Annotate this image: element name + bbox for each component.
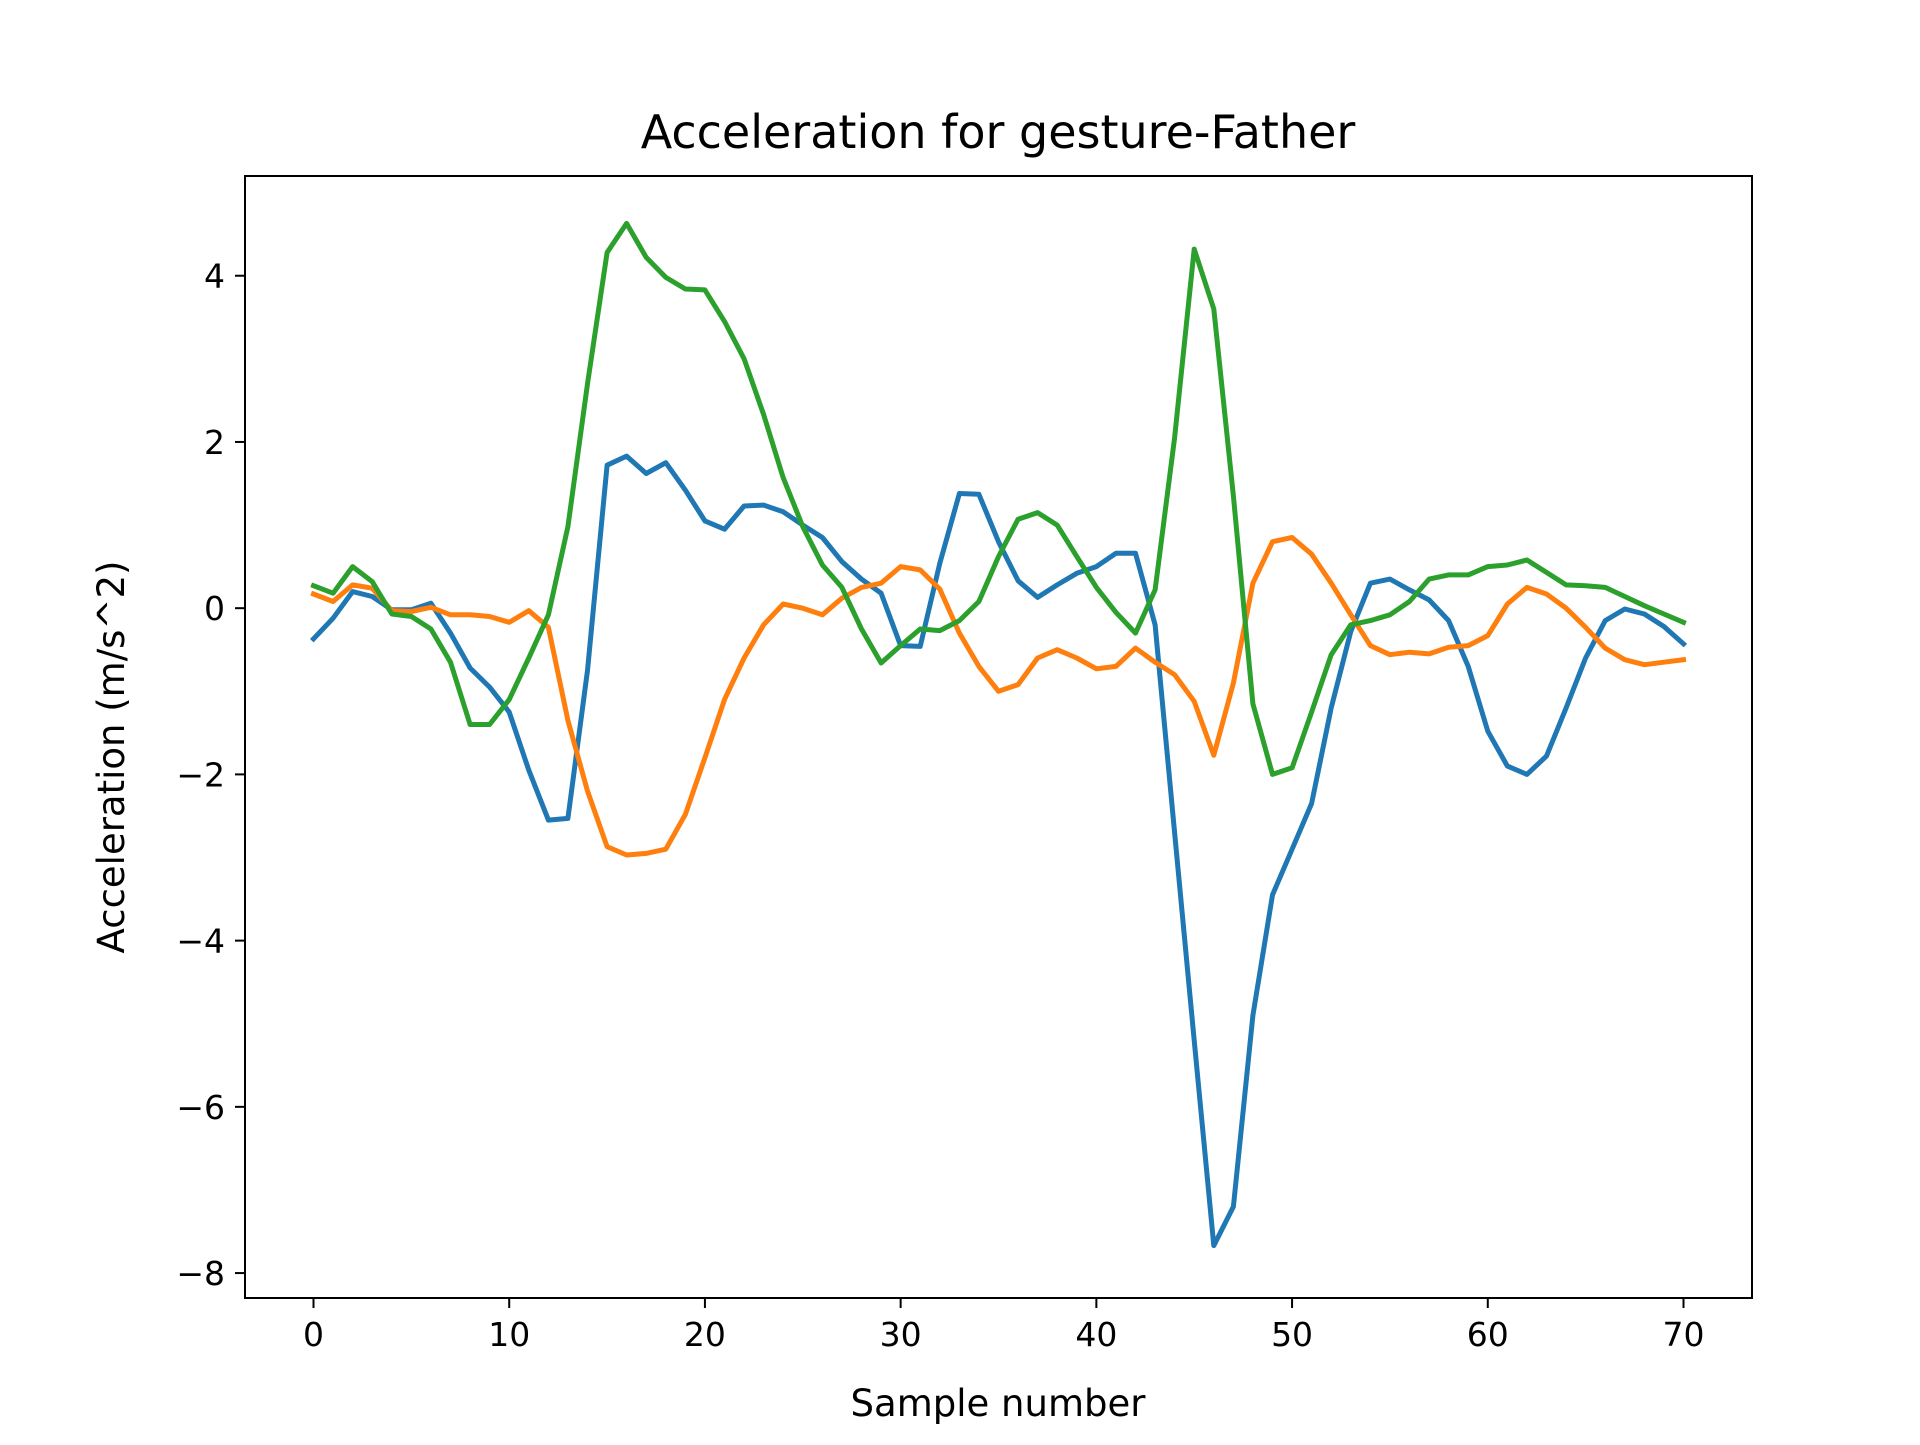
y-tick-label: −4	[176, 922, 225, 961]
y-tick-label: −8	[176, 1254, 225, 1293]
y-tick-label: −6	[176, 1088, 225, 1127]
y-tick-label: 2	[204, 423, 225, 462]
series-line-2	[310, 535, 1687, 858]
plot-frame	[244, 175, 1753, 1299]
x-tick-label: 70	[1663, 1315, 1705, 1354]
y-tick-label: 0	[204, 589, 225, 628]
chart-title: Acceleration for gesture-Father	[641, 105, 1356, 159]
x-tick-label: 40	[1075, 1315, 1117, 1354]
x-tick-label: 50	[1271, 1315, 1313, 1354]
y-tick-label: −2	[176, 755, 225, 794]
series-layer	[309, 220, 1688, 1249]
x-tick-label: 0	[303, 1315, 324, 1354]
x-tick-label: 60	[1467, 1315, 1509, 1354]
series-line-1	[309, 453, 1688, 1249]
x-tick-label: 30	[880, 1315, 922, 1354]
y-axis-label: Acceleration (m/s^2)	[90, 561, 133, 954]
x-axis-label: Sample number	[851, 1382, 1147, 1425]
y-tick-label: 4	[204, 257, 225, 296]
x-tick-label: 10	[488, 1315, 530, 1354]
x-tick-label: 20	[684, 1315, 726, 1354]
ticks-layer: 0 10 20 30 40 50 60 70 −8 −6 −4 −2 0 2 4	[176, 257, 1704, 1354]
series-line-3	[310, 220, 1687, 777]
